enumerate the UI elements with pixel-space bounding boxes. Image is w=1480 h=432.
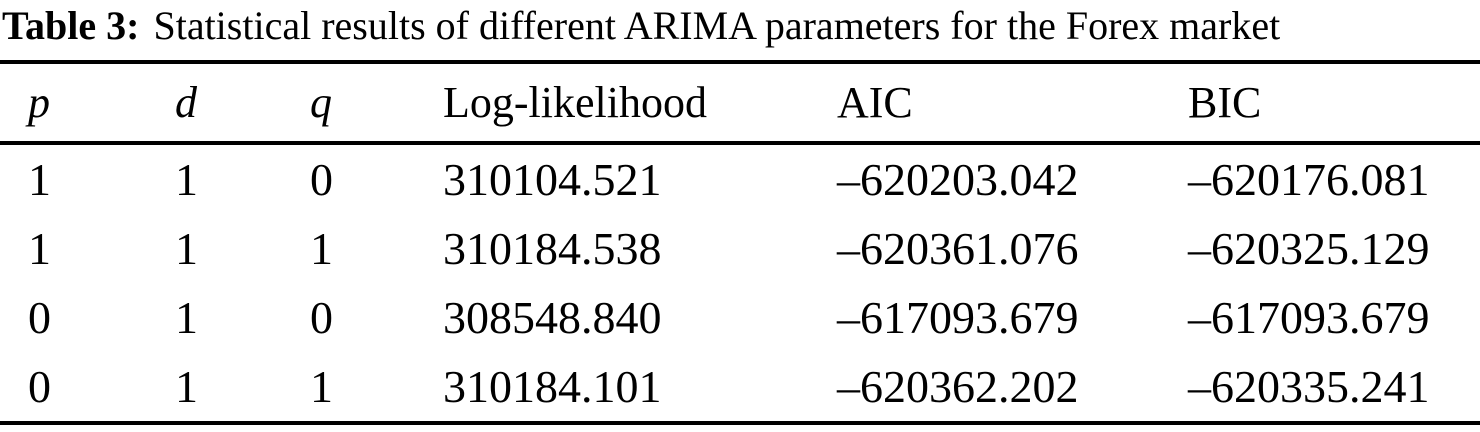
col-header-bic: BIC xyxy=(1188,78,1262,127)
cell-aic: –617093.679 xyxy=(837,292,1079,343)
table-caption: Table 3: Statistical results of different… xyxy=(0,0,1480,60)
cell-bic: –620325.129 xyxy=(1188,223,1430,274)
table-top-rule xyxy=(0,60,1480,64)
cell-d: 1 xyxy=(175,292,198,343)
cell-p: 0 xyxy=(28,292,51,343)
table-row: 1 1 0 310104.521 –620203.042 –620176.081 xyxy=(0,145,1480,214)
col-header-p: p xyxy=(28,78,50,127)
table-header-rule xyxy=(0,141,1480,145)
cell-d: 1 xyxy=(175,223,198,274)
cell-log-likelihood: 308548.840 xyxy=(443,292,662,343)
cell-aic: –620362.202 xyxy=(837,361,1079,412)
table-caption-label: Table 3: xyxy=(2,3,140,48)
cell-bic: –620176.081 xyxy=(1188,154,1430,205)
cell-p: 0 xyxy=(28,361,51,412)
cell-p: 1 xyxy=(28,223,51,274)
table-body: 1 1 0 310104.521 –620203.042 –620176.081… xyxy=(0,145,1480,421)
col-header-d: d xyxy=(175,78,197,127)
cell-log-likelihood: 310184.101 xyxy=(443,361,662,412)
table-bottom-rule xyxy=(0,421,1480,425)
cell-d: 1 xyxy=(175,154,198,205)
cell-bic: –617093.679 xyxy=(1188,292,1430,343)
cell-q: 1 xyxy=(310,361,333,412)
table-row: 0 1 0 308548.840 –617093.679 –617093.679 xyxy=(0,283,1480,352)
cell-d: 1 xyxy=(175,361,198,412)
table-header-row: p d q Log-likelihood AIC BIC xyxy=(0,64,1480,141)
cell-aic: –620203.042 xyxy=(837,154,1079,205)
cell-q: 0 xyxy=(310,292,333,343)
cell-q: 0 xyxy=(310,154,333,205)
cell-aic: –620361.076 xyxy=(837,223,1079,274)
cell-p: 1 xyxy=(28,154,51,205)
col-header-q: q xyxy=(310,78,332,127)
cell-log-likelihood: 310184.538 xyxy=(443,223,662,274)
table-row: 0 1 1 310184.101 –620362.202 –620335.241 xyxy=(0,352,1480,421)
table-row: 1 1 1 310184.538 –620361.076 –620325.129 xyxy=(0,214,1480,283)
table-caption-text: Statistical results of different ARIMA p… xyxy=(153,3,1281,48)
cell-bic: –620335.241 xyxy=(1188,361,1430,412)
cell-log-likelihood: 310104.521 xyxy=(443,154,662,205)
col-header-aic: AIC xyxy=(837,78,913,127)
cell-q: 1 xyxy=(310,223,333,274)
col-header-log-likelihood: Log-likelihood xyxy=(443,78,707,127)
